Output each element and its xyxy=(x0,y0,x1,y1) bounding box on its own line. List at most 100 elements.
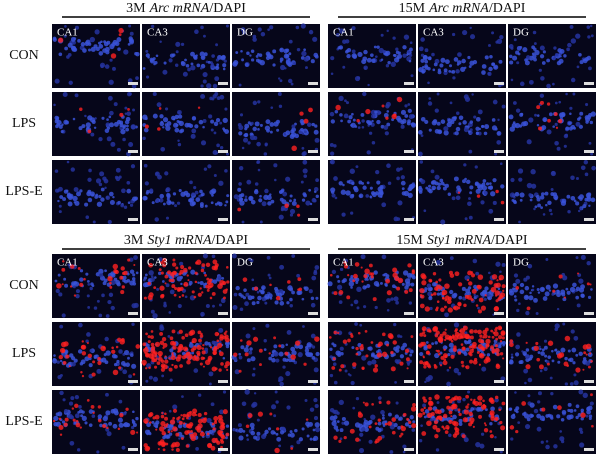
signal xyxy=(446,427,450,430)
signal xyxy=(399,361,404,366)
nucleus xyxy=(97,41,102,45)
signal xyxy=(480,346,485,351)
nucleus xyxy=(344,99,347,103)
nucleus xyxy=(291,200,297,206)
nucleus xyxy=(313,187,319,192)
nucleus xyxy=(87,197,93,203)
nucleus xyxy=(468,130,471,133)
nucleus xyxy=(352,54,358,59)
nucleus xyxy=(387,60,391,65)
signal xyxy=(498,335,503,340)
signal xyxy=(489,410,495,416)
nucleus xyxy=(191,116,197,121)
micrograph xyxy=(231,253,320,318)
signal xyxy=(130,429,136,435)
nucleus xyxy=(166,197,170,201)
nucleus xyxy=(359,432,364,437)
signal xyxy=(500,200,505,205)
nucleus xyxy=(201,192,205,197)
nucleus xyxy=(285,176,291,182)
scale-bar xyxy=(584,448,594,451)
nucleus xyxy=(71,361,76,367)
nucleus xyxy=(266,255,271,260)
signal xyxy=(388,334,394,340)
nucleus xyxy=(288,358,293,363)
nucleus xyxy=(492,178,497,183)
signal xyxy=(172,276,175,279)
nucleus xyxy=(536,288,540,291)
nucleus xyxy=(172,117,176,121)
nucleus xyxy=(537,291,541,294)
nucleus xyxy=(418,130,423,135)
scale-bar xyxy=(494,82,504,85)
nucleus xyxy=(339,28,345,34)
nucleus xyxy=(128,374,133,379)
nucleus xyxy=(591,165,596,171)
signal xyxy=(338,368,342,372)
nucleus xyxy=(235,285,240,291)
nucleus xyxy=(341,421,345,425)
nucleus xyxy=(258,53,263,57)
nucleus xyxy=(146,432,150,436)
nucleus xyxy=(371,141,376,145)
nucleus xyxy=(305,421,310,427)
nucleus xyxy=(291,254,296,258)
signal xyxy=(212,427,216,431)
signal xyxy=(114,269,119,275)
signal xyxy=(459,328,466,334)
nucleus xyxy=(432,68,436,72)
nucleus xyxy=(339,267,344,272)
nucleus xyxy=(428,97,432,100)
signal xyxy=(269,412,273,416)
signal xyxy=(495,282,501,288)
nucleus xyxy=(424,409,430,414)
nucleus xyxy=(542,418,545,422)
nucleus xyxy=(265,119,271,125)
nucleus xyxy=(72,195,78,202)
nucleus xyxy=(586,260,591,266)
nucleus xyxy=(384,282,388,287)
signal xyxy=(142,342,147,347)
signal xyxy=(492,331,496,334)
nucleus xyxy=(152,313,158,319)
nucleus xyxy=(514,191,520,197)
signal xyxy=(428,329,432,333)
signal xyxy=(432,272,437,276)
signal xyxy=(447,307,453,313)
signal xyxy=(444,430,449,434)
nucleus xyxy=(191,351,195,355)
signal xyxy=(159,340,165,346)
nucleus xyxy=(105,410,111,416)
nucleus xyxy=(458,418,463,423)
nucleus xyxy=(575,256,579,260)
nucleus xyxy=(192,54,198,60)
title-stain: /DAPI xyxy=(491,233,528,248)
nucleus xyxy=(350,211,354,215)
nucleus xyxy=(380,58,384,61)
micrograph xyxy=(52,390,140,454)
signal xyxy=(457,408,461,412)
signal xyxy=(352,362,357,367)
nucleus xyxy=(165,187,171,193)
nucleus xyxy=(169,378,173,382)
signal xyxy=(405,357,410,362)
nucleus xyxy=(381,416,385,420)
nucleus xyxy=(116,359,120,364)
nucleus xyxy=(310,302,316,308)
nucleus xyxy=(296,440,301,445)
signal xyxy=(472,401,476,405)
scale-bar xyxy=(308,448,318,451)
signal xyxy=(127,107,130,111)
nucleus xyxy=(559,49,565,54)
nucleus xyxy=(81,415,87,421)
nucleus xyxy=(347,119,352,124)
nucleus xyxy=(108,292,114,297)
nucleus xyxy=(162,69,168,75)
nucleus xyxy=(455,126,461,132)
nucleus xyxy=(404,114,409,118)
micrograph xyxy=(231,322,320,387)
signal xyxy=(417,412,423,418)
nucleus xyxy=(127,356,130,360)
signal xyxy=(178,420,183,425)
column-label: CA3 xyxy=(423,257,444,269)
